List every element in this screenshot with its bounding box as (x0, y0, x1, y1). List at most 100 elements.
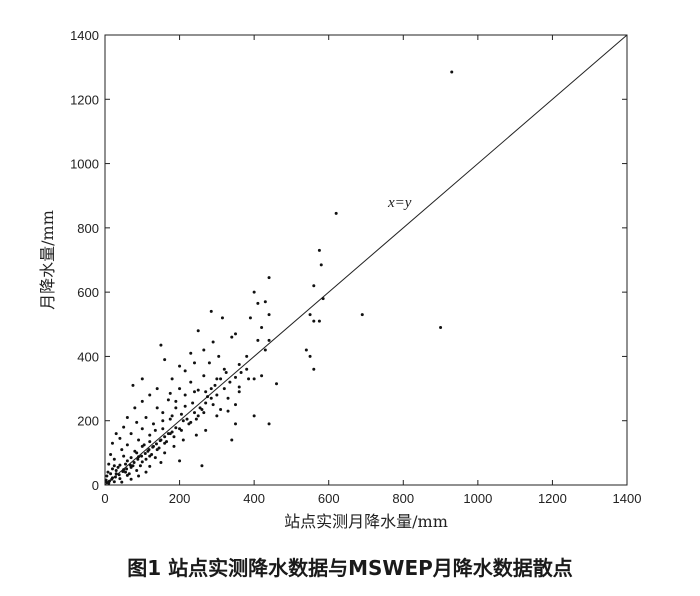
data-point (219, 407, 223, 411)
data-point (155, 387, 159, 391)
data-point (150, 452, 154, 456)
data-point (185, 417, 189, 421)
data-point (161, 419, 165, 423)
data-point (110, 441, 114, 445)
data-point (178, 459, 182, 463)
data-point (109, 452, 113, 456)
data-point (154, 442, 158, 446)
y-tick-label: 1000 (70, 157, 99, 172)
data-point (172, 435, 176, 439)
x-equals-y-line (104, 34, 628, 486)
data-point (196, 388, 200, 392)
data-point (252, 414, 256, 418)
data-point (163, 435, 167, 439)
data-point (144, 470, 148, 474)
data-point (183, 393, 187, 397)
data-point (308, 354, 312, 358)
data-point (220, 316, 224, 320)
data-point (189, 351, 193, 355)
data-point (226, 396, 230, 400)
data-point (140, 377, 144, 381)
data-point (168, 391, 172, 395)
data-point (132, 461, 136, 464)
data-point (319, 263, 323, 267)
data-point (158, 439, 162, 443)
x-tick-label: 0 (101, 491, 108, 506)
y-tick-label: 200 (77, 414, 99, 429)
data-point (129, 477, 133, 481)
data-point (183, 369, 187, 373)
data-point (209, 387, 213, 391)
x-tick-label: 400 (243, 491, 265, 506)
data-point (125, 459, 129, 463)
x-equals-y-annotation: x=y (387, 195, 412, 211)
data-point (107, 481, 111, 485)
data-point (137, 438, 141, 442)
data-point (110, 477, 114, 481)
x-tick-label: 1200 (538, 491, 567, 506)
data-point (129, 456, 133, 460)
data-point (170, 414, 174, 418)
data-point (140, 454, 144, 458)
data-point (174, 406, 178, 410)
data-point (224, 371, 228, 374)
data-point (118, 463, 122, 467)
data-point (194, 417, 198, 421)
data-point (116, 465, 120, 469)
x-tick-label: 1400 (613, 491, 642, 506)
data-point (219, 377, 223, 381)
data-point (128, 463, 132, 467)
data-point (165, 440, 169, 444)
data-point (234, 403, 237, 407)
data-point (317, 319, 321, 323)
data-point (125, 443, 129, 447)
data-point (187, 422, 191, 426)
data-point (138, 464, 142, 468)
data-point (202, 348, 206, 352)
data-point (168, 417, 172, 421)
data-point (237, 385, 241, 389)
data-point (267, 338, 271, 342)
data-point (181, 438, 185, 442)
data-point (209, 309, 213, 313)
data-point (237, 362, 241, 366)
data-point (163, 358, 167, 362)
data-point (159, 461, 163, 464)
data-point (110, 467, 114, 471)
data-point (125, 416, 129, 419)
data-point (181, 419, 185, 423)
data-point (120, 448, 124, 452)
data-point (174, 399, 178, 403)
figure-caption: 图1 站点实测降水数据与MSWEP月降水数据散点 (127, 556, 573, 580)
data-point (117, 473, 121, 477)
data-point (140, 399, 144, 403)
data-point (260, 374, 264, 378)
data-point (161, 411, 165, 415)
data-point (170, 430, 174, 434)
data-point (170, 377, 174, 381)
data-point (256, 301, 260, 305)
data-point (228, 380, 232, 384)
data-point (304, 348, 308, 352)
plot-frame (104, 34, 628, 486)
data-point (192, 411, 196, 415)
data-point (148, 393, 152, 397)
data-point (166, 432, 170, 436)
data-point (153, 456, 157, 460)
data-point (183, 404, 187, 408)
data-point (104, 478, 108, 482)
data-point (106, 470, 110, 474)
data-point (334, 211, 338, 215)
data-point (129, 432, 133, 436)
x-tick-label: 600 (318, 491, 340, 506)
data-point (118, 436, 122, 440)
data-point (198, 406, 202, 410)
data-point (114, 472, 118, 476)
data-point (148, 464, 152, 468)
data-point (191, 401, 195, 405)
data-point (252, 290, 256, 294)
data-point (163, 451, 167, 455)
data-point (121, 470, 125, 473)
data-point (209, 396, 213, 400)
data-point (196, 329, 200, 333)
